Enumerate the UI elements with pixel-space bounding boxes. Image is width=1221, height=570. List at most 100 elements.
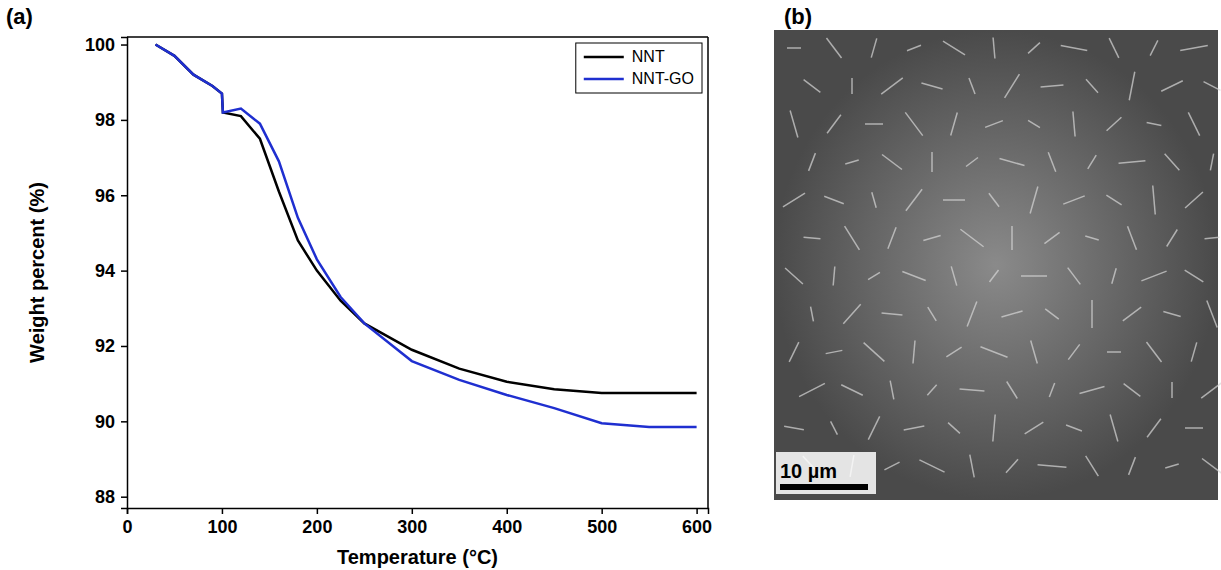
sem-needle [902,272,925,281]
sem-needle [882,154,902,169]
x-axis-title: Temperature (°C) [337,546,498,568]
y-tick-mark [121,270,127,272]
scale-bar-patch [776,452,876,494]
sem-needle [921,83,942,89]
sem-needle [868,272,880,279]
legend-label: NNT-GO [632,70,694,87]
sem-needle [1107,117,1122,130]
sem-needle [1080,386,1105,393]
sem-needle [1048,152,1056,172]
sem-needle [1030,187,1038,214]
y-tick-mark [121,44,127,46]
x-tick-mark [696,508,698,514]
sem-needle [882,313,903,315]
figure: (a)0100200300400500600889092949698100Tem… [0,0,1221,570]
sem-needle [1045,309,1059,319]
sem-needle [904,426,925,430]
sem-needle [868,416,879,439]
sem-needle [845,226,860,250]
sem-needle [943,199,965,201]
scale-bar-label: 10 µm [780,460,837,482]
sem-needle [948,423,960,434]
sem-needle [1028,120,1040,127]
sem-needle [1011,226,1013,250]
y-axis: 889092949698100 [85,35,128,509]
x-tick-label: 400 [492,517,522,537]
sem-needle [927,385,936,395]
sem-needle [1106,195,1121,205]
sem-needle [826,38,841,58]
sem-needle [827,115,841,133]
sem-needle [790,111,798,138]
sem-needle [1031,340,1038,363]
sem-needle [1068,344,1079,359]
sem-needle [1007,382,1018,399]
x-tick: 600 [682,508,712,537]
sem-needle [1153,186,1156,215]
sem-needle [1165,464,1178,468]
sem-needle [951,112,958,135]
y-tick: 90 [95,412,127,432]
y-tick: 94 [95,261,127,281]
legend-swatch [584,56,624,59]
x-tick: 100 [207,508,237,537]
sem-needle [787,47,801,49]
x-tick: 300 [397,508,427,537]
sem-needle [1191,342,1197,361]
sem-needle [1000,158,1025,165]
y-tick-mark [121,195,127,197]
sem-needle [1171,382,1173,398]
y-tick: 98 [95,110,127,130]
sem-needle [1147,123,1162,126]
panel-label: (a) [6,4,33,29]
x-tick-mark [412,508,414,514]
x-tick-label: 600 [682,517,712,537]
sem-needle [1147,419,1161,437]
sem-needle [888,227,896,248]
sem-needle [1063,196,1084,204]
sem-needle [1061,45,1088,50]
sem-needle [951,266,957,285]
sem-needle [845,160,858,164]
sem-needle [943,41,965,55]
scale-bar: 10 µm [776,452,876,494]
sem-needle [1041,85,1064,87]
sem-needle [843,304,860,323]
sem-needle [1207,300,1217,327]
sem-needle [1150,40,1158,55]
sem-needle [1066,425,1082,431]
sem-needle [913,341,915,364]
sem-needle [841,385,863,396]
sem-needle [1086,79,1098,92]
y-tick-label: 88 [95,487,115,507]
sem-needle [989,270,998,282]
sem-needle [1128,226,1137,249]
sem-needle [1180,46,1208,51]
sem-needle [864,343,885,362]
sem-needle [1025,422,1044,434]
y-tick-label: 94 [95,261,115,281]
sem-needle [1201,382,1221,398]
x-tick-label: 300 [397,517,427,537]
x-axis: 0100200300400500600 [122,508,712,537]
sem-needle [826,350,843,353]
sem-needle [989,193,999,207]
sem-needle [1049,383,1054,397]
sem-needle [906,189,922,211]
sem-needle [967,301,977,326]
sem-needle [1124,384,1141,397]
sem-needle [1001,311,1022,317]
sem-needle [1119,161,1146,163]
y-tick-label: 90 [95,412,115,432]
x-tick: 0 [122,508,132,537]
x-tick-mark [317,508,319,514]
x-tick-mark [601,508,603,514]
series-line [155,45,696,427]
sem-needle [960,229,983,246]
sem-needle [1129,457,1136,475]
y-tick-mark [121,496,127,498]
sem-needle [931,152,933,172]
sem-needle [1123,307,1141,321]
sem-needle [919,460,944,472]
sem-needle [1129,72,1135,100]
